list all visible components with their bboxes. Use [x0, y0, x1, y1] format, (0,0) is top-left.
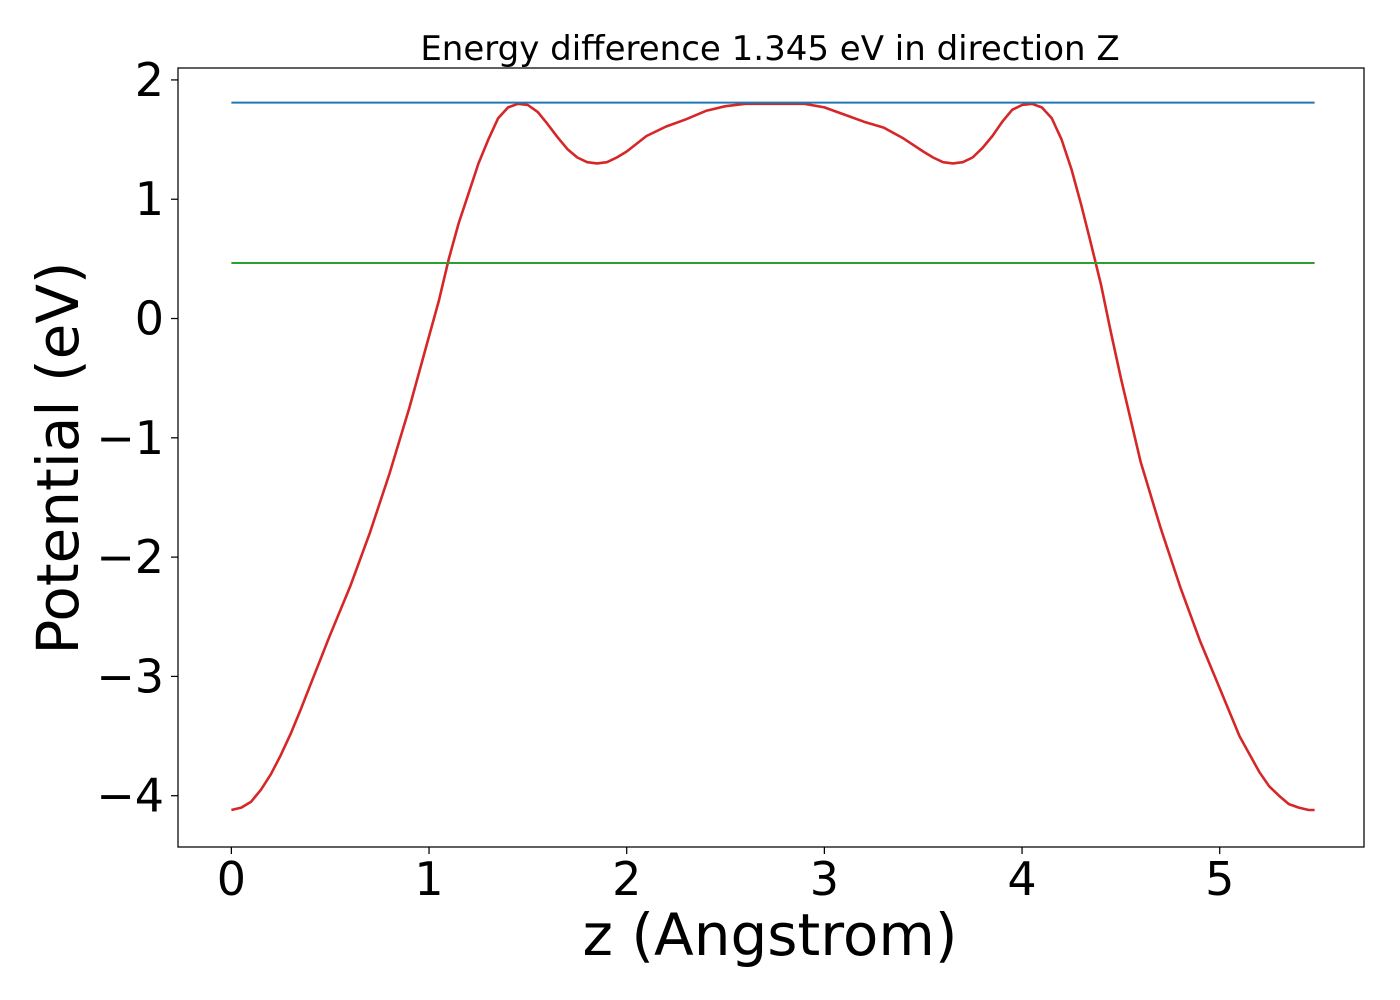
y-tick-label: −3 [96, 649, 164, 703]
y-tick-label: −4 [96, 769, 164, 823]
x-axis-label: z (Angstrom) [583, 901, 958, 969]
plot-area [177, 67, 1365, 848]
y-axis-ticks: −4 −3 −2 −1 0 1 2 [96, 53, 178, 823]
series-line-0 [231, 102, 1315, 812]
series-layer [231, 101, 1315, 812]
x-tick-label: 0 [217, 852, 246, 906]
y-axis-label: Potential (eV) [24, 261, 92, 654]
y-tick-label: 1 [135, 172, 164, 226]
x-tick-label: 2 [612, 852, 641, 906]
y-tick-label: −1 [96, 411, 164, 465]
chart-title: Energy difference 1.345 eV in direction … [420, 29, 1119, 69]
x-tick-label: 4 [1007, 852, 1036, 906]
y-tick-label: 0 [135, 292, 164, 346]
x-axis-ticks: 0 1 2 3 4 5 [217, 847, 1234, 906]
x-tick-label: 1 [414, 852, 443, 906]
y-tick-label: 2 [135, 53, 164, 107]
x-tick-label: 3 [810, 852, 839, 906]
y-tick-label: −2 [96, 530, 164, 584]
x-tick-label: 5 [1205, 852, 1234, 906]
axes-frame [177, 67, 1365, 848]
